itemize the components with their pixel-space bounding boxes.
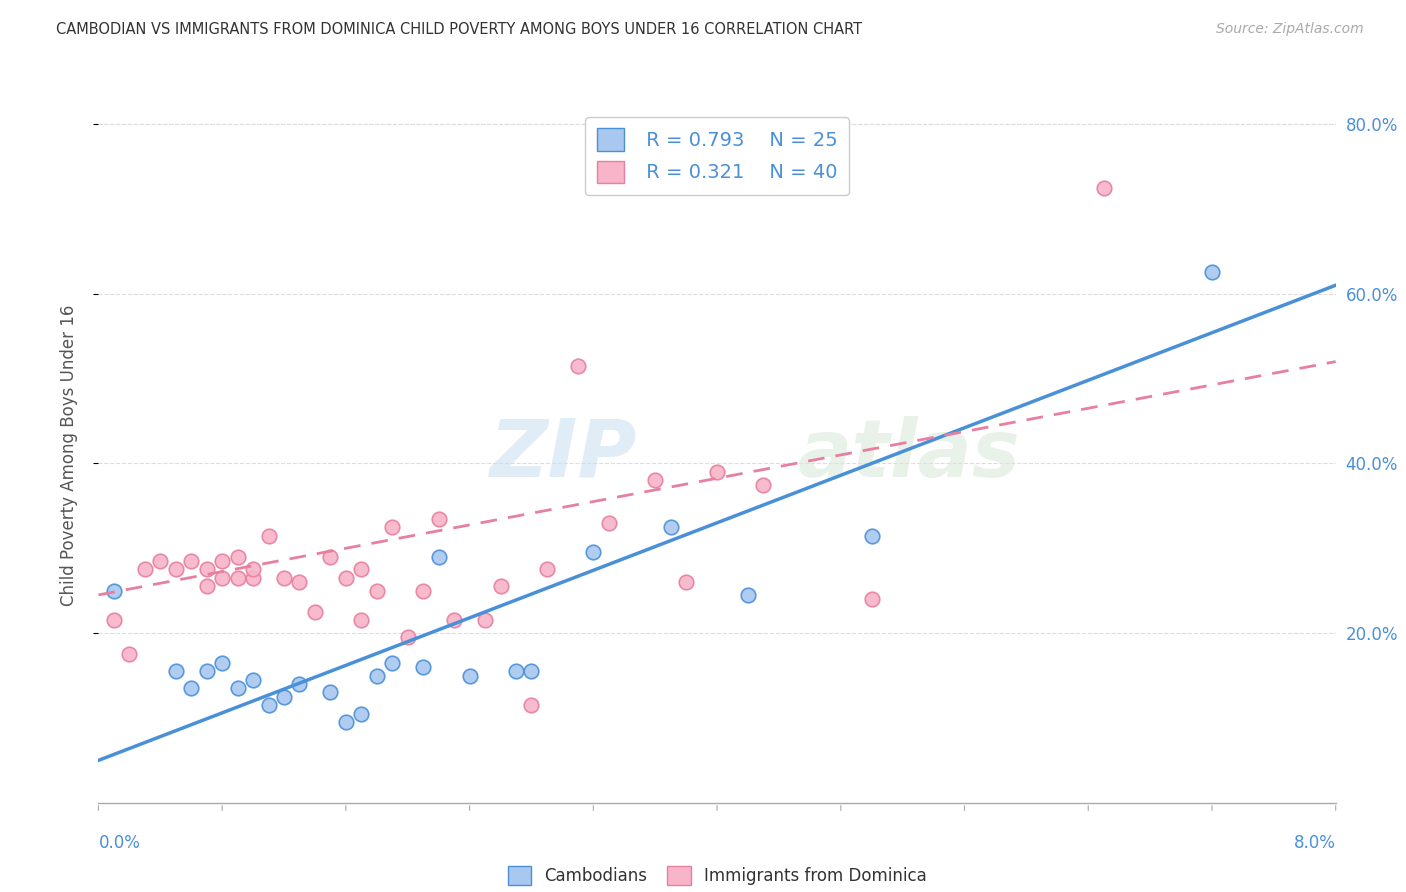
- Point: [1201, 265, 1223, 279]
- Point: [505, 665, 527, 679]
- Point: [366, 668, 388, 682]
- Point: [226, 549, 249, 564]
- Point: [180, 554, 202, 568]
- Point: [675, 575, 697, 590]
- Point: [350, 562, 373, 576]
- Point: [567, 359, 589, 373]
- Point: [242, 673, 264, 687]
- Point: [319, 549, 342, 564]
- Text: atlas: atlas: [797, 416, 1021, 494]
- Point: [242, 562, 264, 576]
- Point: [427, 511, 450, 525]
- Point: [582, 545, 605, 559]
- Point: [103, 583, 125, 598]
- Point: [180, 681, 202, 696]
- Point: [458, 668, 481, 682]
- Point: [350, 706, 373, 721]
- Point: [165, 665, 187, 679]
- Point: [396, 631, 419, 645]
- Point: [860, 528, 883, 542]
- Point: [103, 613, 125, 627]
- Point: [304, 605, 326, 619]
- Point: [226, 571, 249, 585]
- Point: [165, 562, 187, 576]
- Point: [474, 613, 496, 627]
- Point: [443, 613, 465, 627]
- Point: [226, 681, 249, 696]
- Text: 0.0%: 0.0%: [98, 834, 141, 852]
- Point: [350, 613, 373, 627]
- Point: [288, 677, 311, 691]
- Point: [381, 656, 404, 670]
- Point: [706, 465, 728, 479]
- Point: [598, 516, 620, 530]
- Point: [412, 583, 434, 598]
- Point: [659, 520, 682, 534]
- Point: [737, 588, 759, 602]
- Point: [242, 571, 264, 585]
- Point: [134, 562, 156, 576]
- Point: [118, 648, 141, 662]
- Point: [211, 554, 233, 568]
- Point: [860, 592, 883, 607]
- Point: [335, 571, 357, 585]
- Text: 8.0%: 8.0%: [1294, 834, 1336, 852]
- Point: [381, 520, 404, 534]
- Point: [520, 665, 543, 679]
- Point: [149, 554, 172, 568]
- Text: CAMBODIAN VS IMMIGRANTS FROM DOMINICA CHILD POVERTY AMONG BOYS UNDER 16 CORRELAT: CAMBODIAN VS IMMIGRANTS FROM DOMINICA CH…: [56, 22, 862, 37]
- Point: [211, 656, 233, 670]
- Point: [273, 690, 295, 704]
- Point: [257, 698, 280, 713]
- Legend: Cambodians, Immigrants from Dominica: Cambodians, Immigrants from Dominica: [501, 859, 934, 892]
- Point: [366, 583, 388, 598]
- Point: [520, 698, 543, 713]
- Point: [257, 528, 280, 542]
- Point: [427, 549, 450, 564]
- Text: ZIP: ZIP: [489, 416, 637, 494]
- Point: [1092, 180, 1115, 194]
- Point: [211, 571, 233, 585]
- Point: [335, 715, 357, 730]
- Point: [319, 685, 342, 699]
- Point: [288, 575, 311, 590]
- Point: [195, 665, 218, 679]
- Point: [489, 579, 512, 593]
- Point: [195, 562, 218, 576]
- Point: [536, 562, 558, 576]
- Point: [195, 579, 218, 593]
- Y-axis label: Child Poverty Among Boys Under 16: Child Poverty Among Boys Under 16: [59, 304, 77, 606]
- Point: [752, 477, 775, 491]
- Point: [644, 474, 666, 488]
- Point: [273, 571, 295, 585]
- Point: [412, 660, 434, 674]
- Text: Source: ZipAtlas.com: Source: ZipAtlas.com: [1216, 22, 1364, 37]
